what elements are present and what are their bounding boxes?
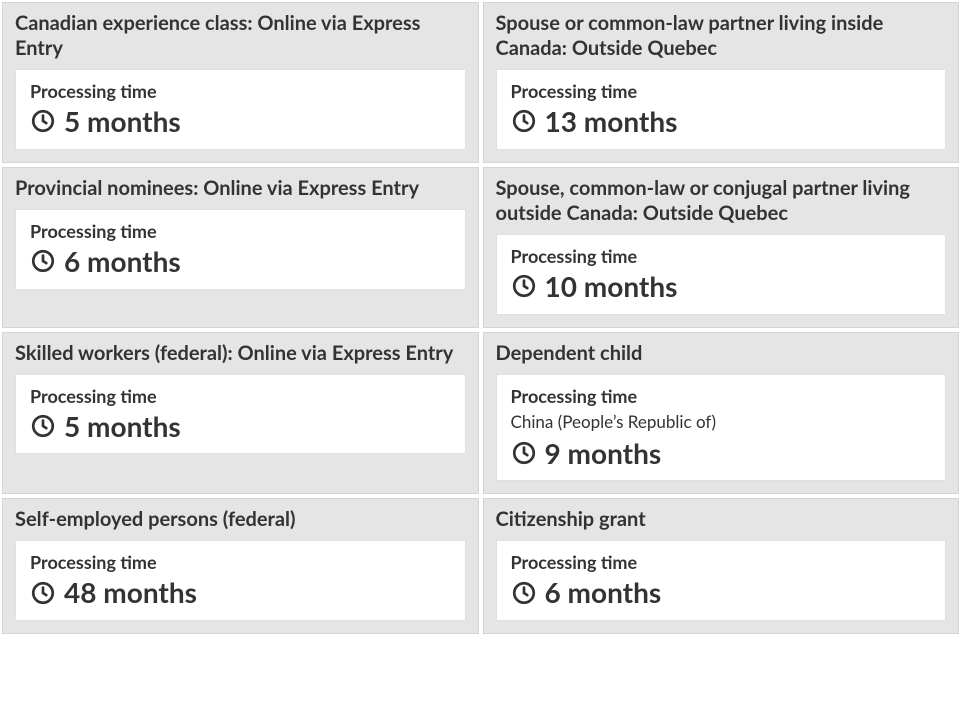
clock-icon <box>511 273 537 299</box>
card-title: Spouse or common-law partner living insi… <box>484 3 959 69</box>
card-title: Provincial nominees: Online via Express … <box>3 168 478 209</box>
processing-time-label: Processing time <box>30 220 451 242</box>
time-value: 9 months <box>545 438 662 469</box>
card-body: Processing time 6 months <box>496 540 947 621</box>
time-row: 6 months <box>30 246 451 277</box>
card-title: Self-employed persons (federal) <box>3 499 478 540</box>
time-value: 10 months <box>545 271 678 302</box>
time-row: 5 months <box>30 106 451 137</box>
card-body: Processing time China (People’s Republic… <box>496 374 947 482</box>
card-title: Dependent child <box>484 333 959 374</box>
processing-time-label: Processing time <box>511 551 932 573</box>
processing-card: Self-employed persons (federal) Processi… <box>2 498 479 634</box>
clock-icon <box>511 108 537 134</box>
card-body: Processing time 5 months <box>15 374 466 455</box>
card-title: Skilled workers (federal): Online via Ex… <box>3 333 478 374</box>
time-value: 13 months <box>545 106 678 137</box>
processing-card: Citizenship grant Processing time 6 mont… <box>483 498 960 634</box>
card-body: Processing time 13 months <box>496 69 947 150</box>
time-value: 5 months <box>64 411 181 442</box>
processing-times-grid: Canadian experience class: Online via Ex… <box>0 0 961 636</box>
card-subtext: China (People’s Republic of) <box>511 411 932 432</box>
processing-card: Canadian experience class: Online via Ex… <box>2 2 479 163</box>
card-title: Canadian experience class: Online via Ex… <box>3 3 478 69</box>
processing-card: Skilled workers (federal): Online via Ex… <box>2 332 479 495</box>
processing-card: Provincial nominees: Online via Express … <box>2 167 479 328</box>
time-row: 48 months <box>30 577 451 608</box>
time-row: 9 months <box>511 438 932 469</box>
processing-time-label: Processing time <box>30 385 451 407</box>
processing-card: Dependent child Processing time China (P… <box>483 332 960 495</box>
processing-time-label: Processing time <box>511 245 932 267</box>
clock-icon <box>511 440 537 466</box>
time-row: 5 months <box>30 411 451 442</box>
processing-time-label: Processing time <box>30 80 451 102</box>
processing-time-label: Processing time <box>30 551 451 573</box>
time-row: 6 months <box>511 577 932 608</box>
clock-icon <box>30 413 56 439</box>
processing-card: Spouse or common-law partner living insi… <box>483 2 960 163</box>
clock-icon <box>30 108 56 134</box>
card-title: Spouse, common-law or conjugal partner l… <box>484 168 959 234</box>
processing-time-label: Processing time <box>511 385 932 407</box>
card-body: Processing time 6 months <box>15 209 466 290</box>
card-title: Citizenship grant <box>484 499 959 540</box>
clock-icon <box>511 580 537 606</box>
processing-card: Spouse, common-law or conjugal partner l… <box>483 167 960 328</box>
clock-icon <box>30 248 56 274</box>
card-body: Processing time 5 months <box>15 69 466 150</box>
card-body: Processing time 10 months <box>496 234 947 315</box>
time-value: 6 months <box>64 246 181 277</box>
clock-icon <box>30 580 56 606</box>
processing-time-label: Processing time <box>511 80 932 102</box>
time-row: 10 months <box>511 271 932 302</box>
card-body: Processing time 48 months <box>15 540 466 621</box>
time-row: 13 months <box>511 106 932 137</box>
time-value: 6 months <box>545 577 662 608</box>
time-value: 5 months <box>64 106 181 137</box>
time-value: 48 months <box>64 577 197 608</box>
